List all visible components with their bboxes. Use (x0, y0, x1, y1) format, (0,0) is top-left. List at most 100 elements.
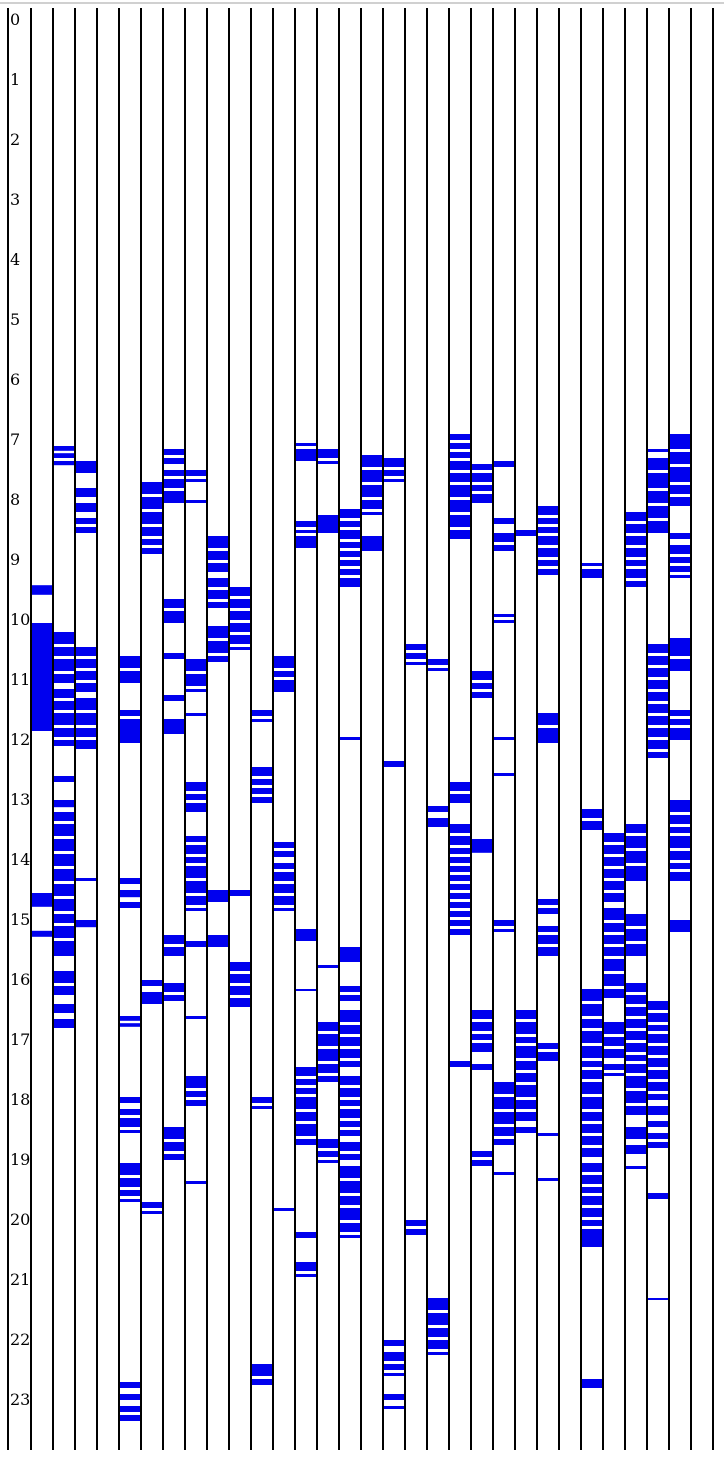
activity-mark (164, 458, 184, 464)
activity-mark (494, 518, 514, 524)
activity-mark (582, 1208, 602, 1217)
activity-mark (604, 935, 624, 944)
hour-label: 15 (10, 910, 30, 929)
activity-mark (76, 461, 96, 473)
activity-mark (472, 839, 492, 853)
activity-mark (340, 578, 360, 587)
activity-mark (54, 701, 74, 710)
activity-mark (626, 944, 646, 956)
activity-mark (120, 1163, 140, 1175)
activity-mark (296, 1067, 316, 1076)
activity-mark (450, 515, 470, 527)
activity-mark (604, 947, 624, 956)
activity-mark (626, 866, 646, 881)
activity-mark (626, 995, 646, 1004)
activity-mark (626, 569, 646, 578)
activity-mark (318, 515, 338, 527)
activity-mark (604, 833, 624, 842)
activity-mark (340, 1049, 360, 1058)
activity-mark (604, 857, 624, 866)
activity-mark (472, 1043, 492, 1052)
activity-mark (604, 869, 624, 878)
activity-mark (648, 1070, 668, 1079)
activity-mark (296, 1139, 316, 1145)
activity-mark (186, 713, 206, 716)
activity-mark (120, 902, 140, 908)
activity-mark (406, 644, 426, 650)
activity-mark (76, 527, 96, 533)
activity-mark (582, 1031, 602, 1043)
activity-mark (626, 1106, 646, 1115)
activity-mark (582, 1112, 602, 1121)
activity-mark (318, 1034, 338, 1046)
activity-mark (32, 893, 52, 907)
activity-mark (472, 464, 492, 470)
activity-mark (450, 875, 470, 881)
activity-mark (340, 1196, 360, 1205)
activity-mark (626, 929, 646, 941)
activity-mark (230, 647, 250, 650)
activity-mark (604, 989, 624, 998)
activity-mark (494, 545, 514, 551)
activity-mark (340, 1076, 360, 1085)
activity-mark (516, 1022, 536, 1034)
activity-mark (626, 1031, 646, 1040)
activity-mark (186, 866, 206, 878)
activity-mark (186, 689, 206, 692)
activity-mark (670, 851, 690, 860)
activity-mark (626, 560, 646, 566)
activity-mark (186, 782, 206, 791)
hour-label: 3 (10, 190, 20, 209)
activity-mark (186, 857, 206, 863)
activity-mark (340, 1088, 360, 1097)
activity-mark (54, 941, 74, 956)
activity-mark (296, 536, 316, 548)
activity-mark (76, 698, 96, 710)
activity-mark (340, 551, 360, 557)
activity-mark (648, 1133, 668, 1139)
activity-mark (648, 506, 668, 518)
activity-mark (648, 1142, 668, 1148)
activity-mark (472, 485, 492, 491)
activity-mark (340, 1142, 360, 1151)
activity-mark (32, 656, 52, 674)
activity-mark (494, 737, 514, 740)
activity-mark (670, 485, 690, 494)
activity-mark (296, 1097, 316, 1109)
activity-mark (120, 1394, 140, 1400)
activity-mark (516, 1046, 536, 1058)
activity-mark (648, 1094, 668, 1100)
activity-mark (516, 1085, 536, 1097)
activity-mark (626, 524, 646, 533)
activity-mark (54, 1019, 74, 1028)
activity-mark (54, 659, 74, 671)
activity-mark (340, 1010, 360, 1022)
activity-mark (164, 947, 184, 956)
activity-mark (626, 1091, 646, 1103)
activity-mark (494, 1112, 514, 1124)
activity-mark (274, 908, 294, 911)
activity-mark (76, 740, 96, 749)
activity-mark (450, 902, 470, 908)
activity-mark (230, 998, 250, 1007)
activity-mark (450, 836, 470, 845)
activity-mark (582, 1196, 602, 1205)
activity-mark (186, 1181, 206, 1184)
activity-mark (362, 485, 382, 497)
activity-mark (494, 620, 514, 623)
activity-mark (296, 530, 316, 533)
activity-mark (164, 491, 184, 503)
activity-mark (54, 986, 74, 995)
activity-mark (450, 824, 470, 833)
activity-mark (164, 935, 184, 944)
activity-mark (252, 788, 272, 794)
activity-mark (164, 1154, 184, 1160)
activity-mark (384, 1340, 404, 1346)
activity-mark (142, 497, 162, 509)
activity-mark (340, 1130, 360, 1136)
activity-mark (208, 563, 228, 572)
activity-mark (494, 773, 514, 776)
activity-mark (604, 974, 624, 986)
activity-mark (626, 536, 646, 545)
activity-mark (318, 1049, 338, 1061)
